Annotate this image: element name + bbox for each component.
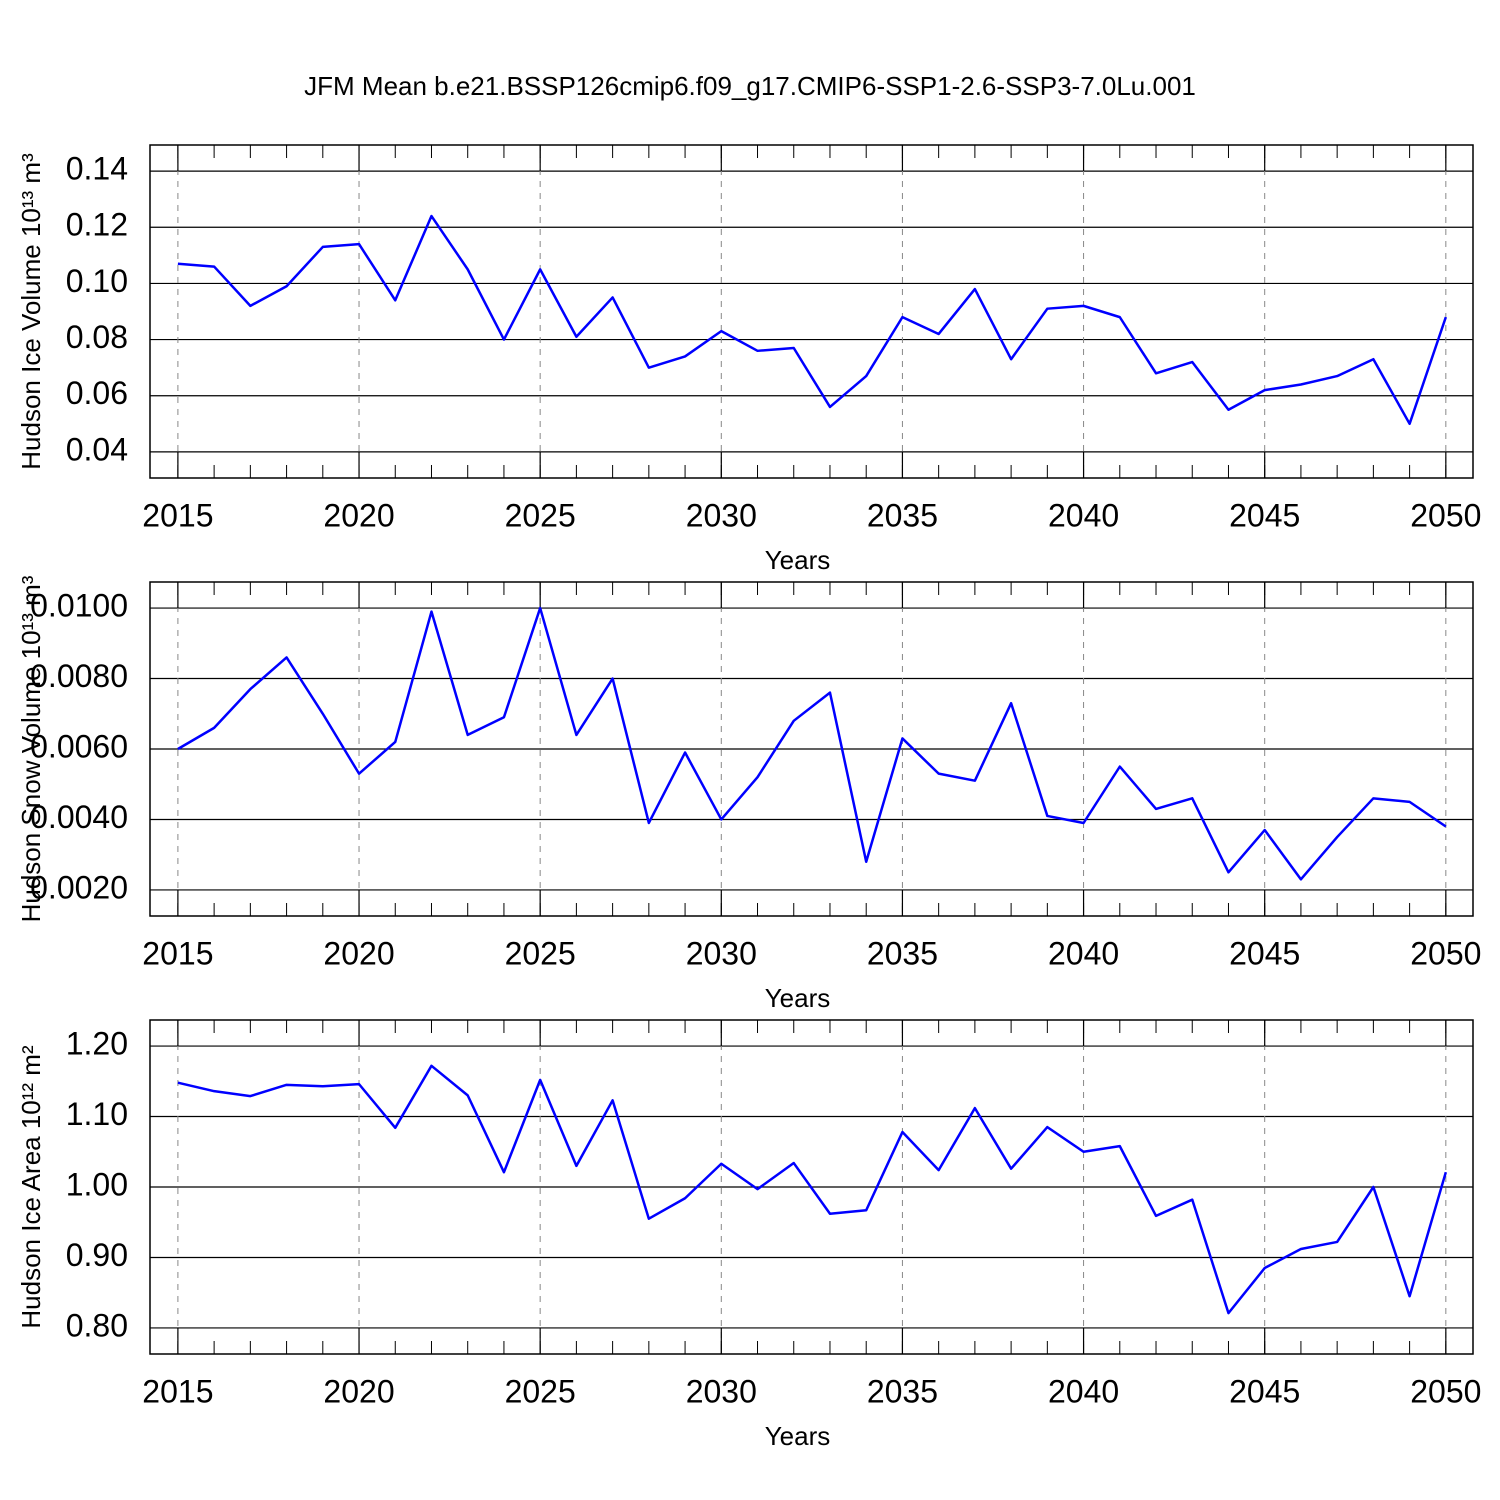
x-tick-label: 2020 [323,1373,394,1409]
y-tick-label: 0.14 [66,151,128,187]
x-tick-label: 2050 [1410,935,1481,971]
y-tick-label: 0.0080 [30,658,128,694]
x-tick-label: 2015 [142,935,213,971]
figure-title: JFM Mean b.e21.BSSP126cmip6.f09_g17.CMIP… [304,71,1196,101]
y-axis-label: Hudson Ice Volume 10¹³ m³ [16,153,46,470]
y-tick-label: 0.90 [66,1237,128,1273]
x-tick-label: 2045 [1229,1373,1300,1409]
x-tick-label: 2035 [867,1373,938,1409]
y-tick-label: 0.12 [66,207,128,243]
y-tick-label: 0.0100 [30,588,128,624]
y-axis-label: Hudson Ice Area 10¹² m² [16,1045,46,1329]
x-tick-label: 2045 [1229,497,1300,533]
x-tick-label: 2030 [686,497,757,533]
y-tick-label: 0.06 [66,375,128,411]
plot-frame [149,581,1474,917]
x-axis-label: Years [765,983,831,1013]
x-tick-label: 2035 [867,935,938,971]
x-tick-label: 2035 [867,497,938,533]
x-tick-label: 2025 [505,497,576,533]
x-axis-label: Years [765,545,831,575]
y-tick-label: 1.00 [66,1166,128,1202]
y-tick-label: 1.20 [66,1026,128,1062]
x-tick-label: 2045 [1229,935,1300,971]
x-tick-label: 2050 [1410,497,1481,533]
x-tick-label: 2015 [142,497,213,533]
data-line [177,606,1447,881]
x-tick-label: 2030 [686,935,757,971]
y-tick-label: 0.04 [66,431,128,467]
y-tick-label: 0.0040 [30,799,128,835]
x-tick-label: 2040 [1048,1373,1119,1409]
y-tick-label: 0.10 [66,263,128,299]
y-axis-label: Hudson Snow Volume 10¹³ m³ [16,575,46,922]
y-tick-label: 0.0020 [30,869,128,905]
x-tick-label: 2025 [505,935,576,971]
x-tick-label: 2020 [323,935,394,971]
y-tick-label: 1.10 [66,1096,128,1132]
x-tick-label: 2015 [142,1373,213,1409]
x-tick-label: 2040 [1048,935,1119,971]
x-axis-label: Years [765,1421,831,1451]
x-tick-label: 2020 [323,497,394,533]
y-tick-label: 0.80 [66,1307,128,1343]
plot-frame [149,144,1474,479]
y-tick-label: 0.0060 [30,728,128,764]
x-tick-label: 2040 [1048,497,1119,533]
data-line [177,214,1448,426]
data-line [177,1064,1448,1315]
x-tick-label: 2050 [1410,1373,1481,1409]
y-tick-label: 0.08 [66,319,128,355]
plot-frame [149,1019,1474,1355]
x-tick-label: 2030 [686,1373,757,1409]
x-tick-label: 2025 [505,1373,576,1409]
